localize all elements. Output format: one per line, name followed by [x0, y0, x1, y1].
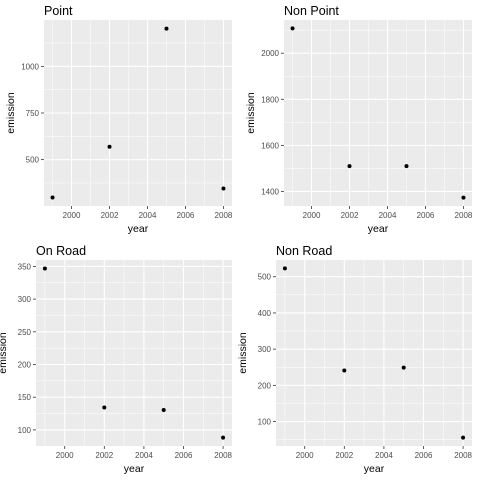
y-tick-label: 500 — [26, 156, 40, 165]
x-tick-label: 2004 — [135, 451, 153, 460]
y-tick-label: 1400 — [261, 187, 279, 196]
y-tick-label: 300 — [258, 345, 272, 354]
x-tick-label: 2000 — [303, 211, 321, 220]
panel-background — [284, 20, 472, 206]
data-point — [50, 195, 55, 200]
y-axis-label: emission — [0, 332, 9, 374]
y-tick-label: 1800 — [261, 95, 279, 104]
data-point — [404, 164, 409, 169]
x-axis-label: year — [128, 223, 149, 235]
chart-title: Non Road — [276, 244, 332, 258]
chart-title: Non Point — [284, 4, 339, 18]
x-tick-label: 2008 — [454, 451, 472, 460]
x-tick-label: 2006 — [177, 211, 195, 220]
chart-panel: 100 200 300 400 500 2000 2002 2004 2006 2008 Non R… — [237, 244, 473, 475]
x-tick-label: 2004 — [375, 451, 393, 460]
y-tick-label: 2000 — [261, 49, 279, 58]
chart-panel: 100 150 200 250 300 350 2000 2002 2004 2006 2008 On… — [0, 244, 233, 475]
x-tick-label: 2008 — [455, 211, 473, 220]
y-tick-label: 150 — [18, 393, 32, 402]
x-axis-label: year — [124, 463, 145, 475]
x-axis-label: year — [364, 463, 385, 475]
x-tick-label: 2000 — [56, 451, 74, 460]
data-point — [282, 266, 287, 271]
data-point — [221, 435, 226, 440]
y-tick-label: 200 — [18, 361, 32, 370]
x-tick-label: 2002 — [101, 211, 119, 220]
data-point — [461, 195, 466, 200]
y-tick-label: 200 — [258, 381, 272, 390]
data-point — [42, 266, 47, 271]
data-point — [161, 408, 166, 413]
data-point — [342, 368, 347, 373]
x-tick-label: 2008 — [214, 451, 232, 460]
chart-title: Point — [44, 4, 73, 18]
chart-panel: 500 750 1000 2000 2002 2004 2006 2008 Point year e… — [5, 4, 233, 235]
y-axis-label: emission — [245, 92, 257, 134]
x-tick-label: 2006 — [417, 211, 435, 220]
y-tick-label: 1600 — [261, 141, 279, 150]
data-point — [290, 26, 295, 31]
data-point — [221, 186, 226, 191]
x-tick-label: 2004 — [139, 211, 157, 220]
y-tick-label: 500 — [258, 273, 272, 282]
x-axis-label: year — [368, 223, 389, 235]
x-tick-label: 2004 — [379, 211, 397, 220]
y-tick-label: 750 — [26, 109, 40, 118]
y-tick-label: 100 — [18, 426, 32, 435]
y-tick-label: 1000 — [21, 62, 39, 71]
x-tick-label: 2002 — [335, 451, 353, 460]
x-tick-label: 2006 — [175, 451, 193, 460]
data-point — [461, 435, 466, 440]
x-tick-label: 2000 — [296, 451, 314, 460]
chart-panel: 1400 1600 1800 2000 2000 2002 2004 2006 2008 Non … — [245, 4, 473, 235]
panel-background — [36, 260, 232, 446]
panel-background — [276, 260, 472, 446]
x-tick-label: 2002 — [95, 451, 113, 460]
data-point — [102, 405, 107, 410]
x-tick-label: 2000 — [63, 211, 81, 220]
x-tick-label: 2002 — [341, 211, 359, 220]
y-axis-label: emission — [237, 332, 249, 374]
data-point — [107, 144, 112, 149]
x-tick-label: 2006 — [415, 451, 433, 460]
y-axis-label: emission — [5, 92, 17, 134]
data-point — [347, 164, 352, 169]
data-point — [401, 365, 406, 370]
y-tick-label: 100 — [258, 418, 272, 427]
y-tick-label: 400 — [258, 309, 272, 318]
y-tick-label: 350 — [18, 262, 32, 271]
chart-title: On Road — [36, 244, 86, 258]
x-tick-label: 2008 — [215, 211, 233, 220]
data-point — [164, 26, 169, 31]
y-tick-label: 300 — [18, 295, 32, 304]
y-tick-label: 250 — [18, 328, 32, 337]
